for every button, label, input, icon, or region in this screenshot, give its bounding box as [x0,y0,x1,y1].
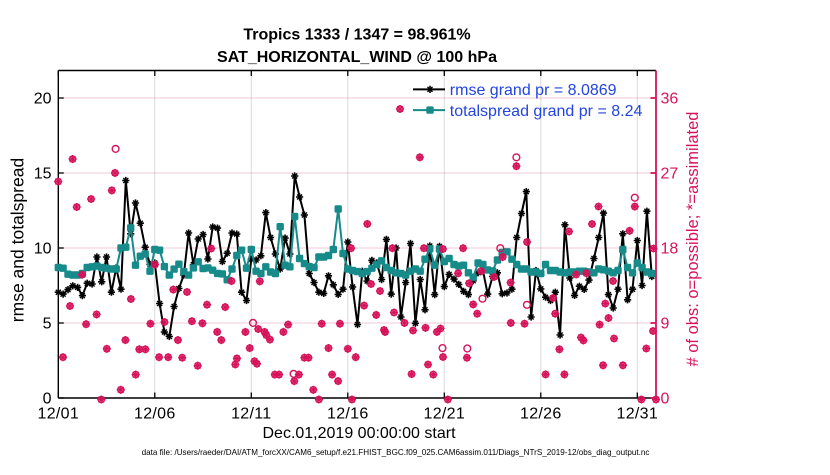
svg-text:rmse grand pr = 8.0869: rmse grand pr = 8.0869 [450,82,617,99]
svg-text:15: 15 [34,166,52,183]
svg-text:Tropics 1333 / 1347 = 98.961%: Tropics 1333 / 1347 = 98.961% [243,27,470,44]
svg-text:totalspread grand pr = 8.24: totalspread grand pr = 8.24 [450,103,643,120]
svg-text:36: 36 [661,91,679,108]
svg-text:# of obs: o=possible; *=assimi: # of obs: o=possible; *=assimilated [684,112,702,367]
svg-text:9: 9 [661,316,670,333]
svg-text:27: 27 [661,166,679,183]
svg-text:0: 0 [661,391,670,408]
svg-text:12/26: 12/26 [520,406,562,423]
svg-text:12/21: 12/21 [424,406,466,423]
svg-text:data file: /Users/raeder/DAI/A: data file: /Users/raeder/DAI/ATM_forcXX/… [142,448,650,457]
svg-text:Dec.01,2019 00:00:00 start: Dec.01,2019 00:00:00 start [262,425,456,442]
svg-text:12/06: 12/06 [134,406,176,423]
svg-text:12/01: 12/01 [38,406,80,423]
svg-text:rmse and totalspread: rmse and totalspread [8,158,28,322]
svg-text:10: 10 [34,241,52,258]
svg-text:0: 0 [43,391,52,408]
svg-text:20: 20 [34,91,52,108]
svg-text:12/31: 12/31 [617,406,659,423]
svg-text:12/11: 12/11 [231,406,271,423]
svg-text:12/16: 12/16 [327,406,369,423]
svg-text:5: 5 [43,316,52,333]
svg-text:18: 18 [661,241,679,258]
svg-text:SAT_HORIZONTAL_WIND @ 100 hPa: SAT_HORIZONTAL_WIND @ 100 hPa [217,49,497,66]
